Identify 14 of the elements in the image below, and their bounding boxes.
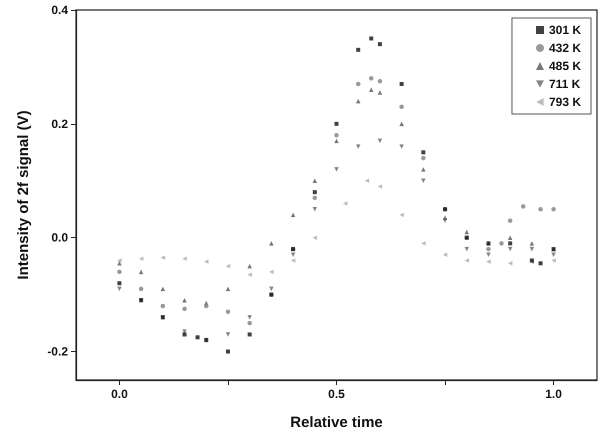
- y-tick-label: 0.2: [51, 116, 68, 131]
- legend-label: 711 K: [548, 77, 581, 91]
- y-tick-label: 0.4: [51, 3, 68, 17]
- y-axis-title: Intensity of 2f signal (V): [15, 110, 32, 280]
- legend-label: 793 K: [548, 95, 582, 109]
- x-axis-title: Relative time: [290, 414, 383, 431]
- legend-label: 485 K: [548, 59, 582, 73]
- legend-label: 432 K: [548, 41, 582, 55]
- x-tick-label: 1.0: [545, 387, 562, 401]
- y-tick-label: 0.0: [51, 230, 68, 245]
- x-tick-label: 0.0: [111, 387, 128, 401]
- y-tick-label: -0.2: [47, 344, 68, 359]
- x-tick-label: 0.5: [328, 387, 346, 401]
- legend-label: 301 K: [548, 23, 582, 37]
